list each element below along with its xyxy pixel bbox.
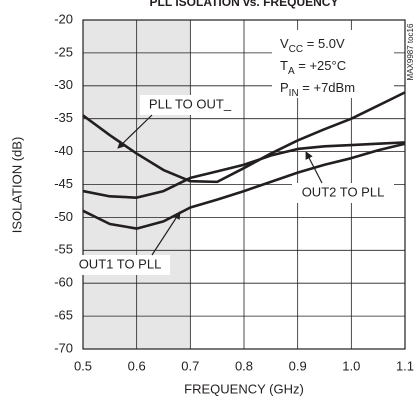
x-tick-label: 1.0: [342, 358, 360, 373]
curve-label: OUT1 TO PLL: [79, 256, 162, 271]
y-tick-label: -65: [54, 308, 73, 323]
y-tick-label: -70: [54, 340, 73, 355]
condition: TA = +25°C: [280, 58, 346, 76]
x-axis-label: FREQUENCY (GHz): [184, 381, 304, 396]
y-tick-label: -40: [54, 143, 73, 158]
condition: VCC = 5.0V: [280, 36, 345, 54]
y-tick-label: -55: [54, 242, 73, 257]
y-tick-label: -25: [54, 44, 73, 59]
y-tick-label: -45: [54, 176, 73, 191]
x-tick-label: 0.8: [235, 358, 253, 373]
curve-label-box: [70, 255, 170, 275]
x-tick-label: 0.5: [74, 358, 92, 373]
condition-value: = +7dBm: [299, 80, 355, 95]
conditions-box: [272, 30, 394, 98]
x-tick-label: 1.1: [396, 358, 414, 373]
condition-subscript: IN: [289, 88, 299, 99]
condition-symbol: V: [280, 36, 289, 51]
condition-value: = +25°C: [295, 58, 346, 73]
curve-label-arrow: [117, 114, 153, 149]
y-tick-label: -50: [54, 209, 73, 224]
condition-value: = 5.0V: [303, 36, 345, 51]
y-axis-label: ISOLATION (dB): [9, 137, 24, 234]
condition-subscript: CC: [289, 44, 303, 55]
condition-symbol: P: [280, 80, 289, 95]
curve-label-arrow: [305, 151, 323, 184]
x-tick-label: 0.7: [181, 358, 199, 373]
y-tick-label: -35: [54, 110, 73, 125]
plot-frame: [82, 19, 406, 350]
series-line: [82, 141, 406, 199]
figure-id: MAX9987 toc16: [406, 23, 415, 80]
condition-subscript: A: [288, 66, 295, 77]
curve-label-box: [140, 95, 240, 115]
curve-label: PLL TO OUT_: [149, 96, 232, 111]
curve-label: OUT2 TO PLL: [302, 184, 385, 199]
curve-label-box: [292, 183, 394, 203]
x-tick-label: 0.9: [289, 358, 307, 373]
series-line: [82, 142, 406, 230]
x-tick-label: 0.6: [128, 358, 146, 373]
y-tick-label: -60: [54, 275, 73, 290]
y-tick-label: -20: [54, 11, 73, 26]
chart-title: PLL ISOLATION vs. FREQUENCY: [150, 0, 339, 9]
condition: PIN = +7dBm: [280, 80, 355, 98]
curve-label-arrow: [151, 211, 181, 256]
series-line: [82, 91, 406, 184]
condition-symbol: T: [280, 58, 288, 73]
y-tick-label: -30: [54, 77, 73, 92]
